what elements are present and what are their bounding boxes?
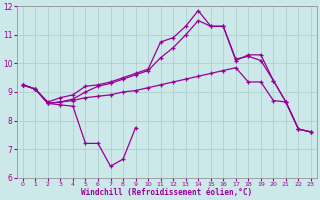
X-axis label: Windchill (Refroidissement éolien,°C): Windchill (Refroidissement éolien,°C) [81, 188, 252, 197]
